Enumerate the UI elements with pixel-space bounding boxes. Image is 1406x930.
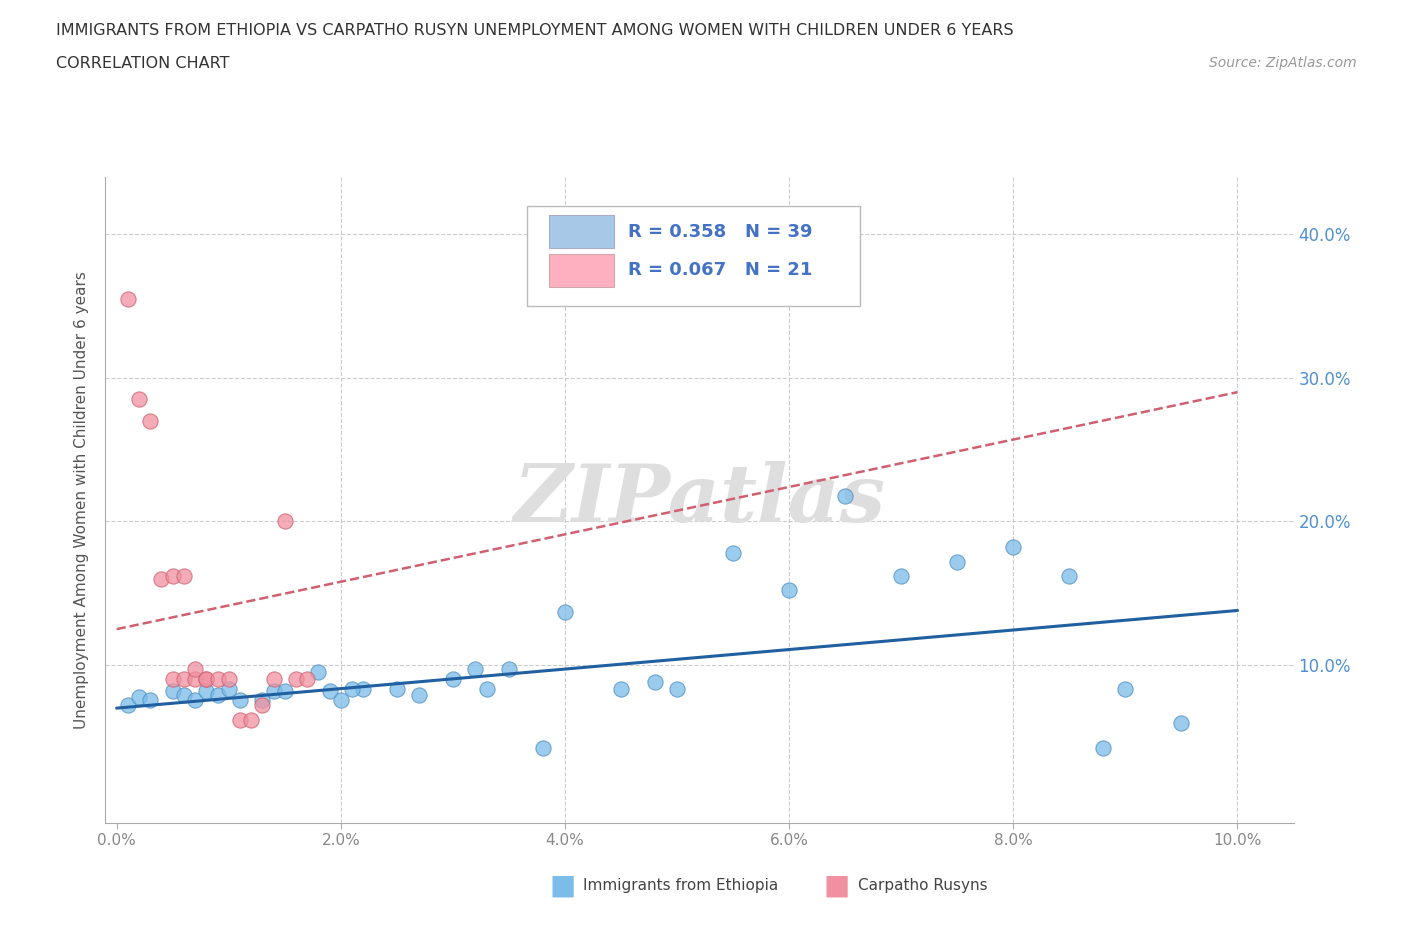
Point (218, 682, 240, 697)
Text: R = 0.358   N = 39: R = 0.358 N = 39 (628, 222, 813, 241)
Y-axis label: Unemployment Among Women with Children Under 6 years: Unemployment Among Women with Children U… (75, 271, 90, 729)
Point (340, 682, 363, 697)
Point (644, 675, 666, 690)
Point (946, 554, 969, 569)
Point (229, 712, 252, 727)
Point (498, 662, 520, 677)
Point (117, 698, 139, 712)
Point (139, 692, 162, 707)
Bar (548, 216, 614, 247)
Point (318, 684, 340, 698)
Point (195, 684, 218, 698)
Point (274, 514, 297, 529)
Point (218, 672, 240, 687)
Point (1059, 568, 1081, 583)
Point (263, 684, 285, 698)
Point (274, 684, 297, 698)
Bar (548, 254, 614, 286)
Text: ■: ■ (824, 871, 849, 899)
Point (207, 688, 229, 703)
Text: Carpatho Rusyns: Carpatho Rusyns (858, 878, 987, 893)
Text: IMMIGRANTS FROM ETHIOPIA VS CARPATHO RUSYN UNEMPLOYMENT AMONG WOMEN WITH CHILDRE: IMMIGRANTS FROM ETHIOPIA VS CARPATHO RUS… (56, 23, 1014, 38)
Point (441, 672, 464, 687)
Point (229, 692, 252, 707)
Point (295, 672, 318, 687)
Point (890, 568, 912, 583)
Point (666, 682, 689, 697)
Text: R = 0.067   N = 21: R = 0.067 N = 21 (628, 261, 813, 279)
Point (329, 692, 352, 707)
Point (778, 583, 800, 598)
Point (475, 682, 498, 697)
Point (139, 414, 162, 429)
Point (128, 392, 150, 406)
Point (162, 568, 184, 583)
Point (721, 546, 744, 561)
Point (128, 689, 150, 704)
Point (385, 682, 408, 697)
Point (117, 291, 139, 306)
Point (195, 672, 218, 687)
FancyBboxPatch shape (527, 206, 860, 306)
Text: ■: ■ (550, 871, 575, 899)
Point (834, 488, 856, 503)
Point (252, 698, 274, 712)
Point (195, 672, 218, 687)
Point (173, 672, 195, 687)
Point (173, 568, 195, 583)
Point (162, 672, 184, 687)
Point (184, 672, 207, 687)
Point (307, 665, 329, 680)
Text: Immigrants from Ethiopia: Immigrants from Ethiopia (583, 878, 779, 893)
Point (263, 672, 285, 687)
Text: ZIPatlas: ZIPatlas (513, 461, 886, 538)
Point (207, 672, 229, 687)
Point (1114, 682, 1136, 697)
Point (184, 662, 207, 677)
Point (162, 684, 184, 698)
Point (1091, 741, 1114, 756)
Point (352, 682, 374, 697)
Point (252, 692, 274, 707)
Point (173, 688, 195, 703)
Point (240, 712, 263, 727)
Point (554, 604, 576, 619)
Point (184, 692, 207, 707)
Point (531, 741, 554, 756)
Point (1170, 715, 1192, 730)
Point (150, 571, 173, 586)
Text: Source: ZipAtlas.com: Source: ZipAtlas.com (1209, 56, 1357, 70)
Point (464, 662, 486, 677)
Point (285, 672, 308, 687)
Point (610, 682, 633, 697)
Text: CORRELATION CHART: CORRELATION CHART (56, 56, 229, 71)
Point (408, 688, 430, 703)
Point (1002, 539, 1025, 554)
